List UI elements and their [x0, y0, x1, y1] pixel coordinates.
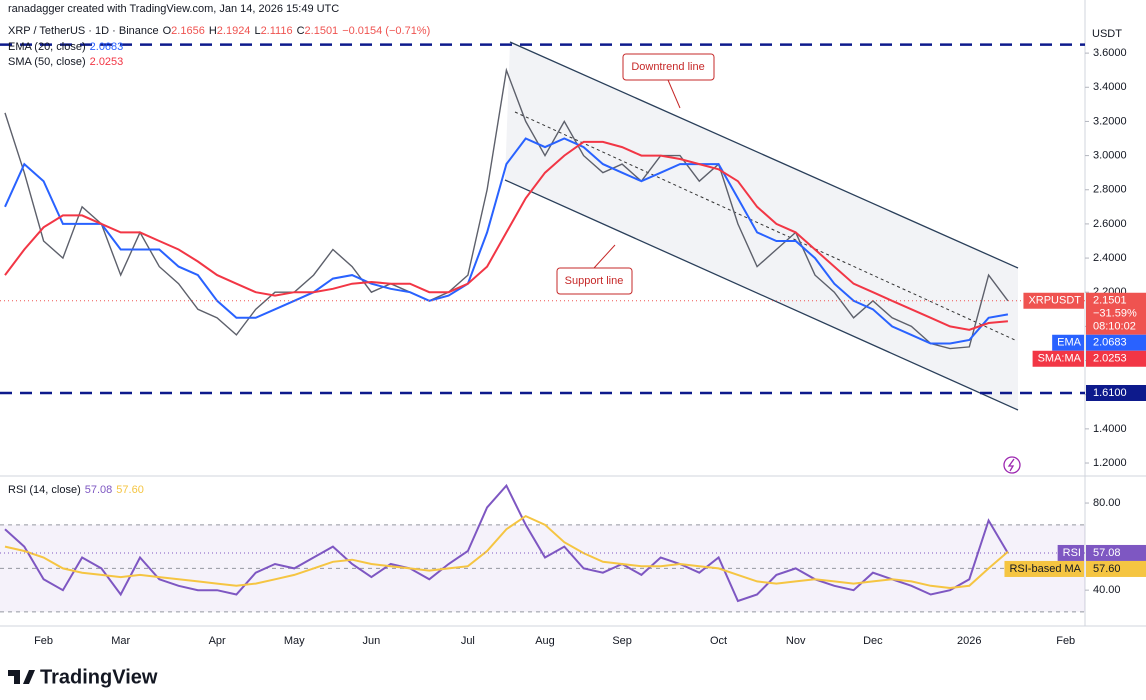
brand-name: TradingView: [40, 666, 158, 688]
y-tick-label: 3.6000: [1093, 47, 1127, 59]
price-change: −0.0154 (−0.71%): [342, 25, 431, 37]
annotation: Support line: [556, 244, 633, 295]
y-tick-label: 80.00: [1093, 497, 1121, 509]
last-value-label: 2.0253: [1093, 353, 1127, 365]
last-value-label: 2.0683: [1093, 337, 1127, 349]
annotation-pointer: [667, 79, 681, 109]
ohlc-key: O: [162, 25, 172, 37]
attribution-text: ranadagger created with TradingView.com,…: [8, 3, 340, 15]
symbol-name: XRP / TetherUS · 1D · Binance: [8, 25, 159, 37]
price-level-label: 1.6100: [1093, 387, 1127, 399]
ohlc-key: H: [208, 25, 217, 37]
x-tick-label: Dec: [863, 635, 883, 647]
x-tick-label: Mar: [111, 635, 130, 647]
downtrend-line: [509, 41, 1019, 269]
indicator-legend: EMA (20, close) 2.0683: [8, 41, 127, 53]
series-line: [4, 514, 1009, 590]
x-tick-label: Nov: [786, 635, 806, 647]
y-tick-label: 3.2000: [1093, 115, 1127, 127]
annotation-text: Downtrend line: [631, 61, 704, 73]
series-line: [4, 140, 1008, 331]
indicator-legend: SMA (50, close) 2.0253: [8, 56, 127, 68]
series-tag: [1004, 560, 1084, 577]
last-value-label: 57.60: [1093, 563, 1121, 575]
ohlc-value: 2.1924: [216, 25, 251, 37]
x-tick-label: Feb: [1056, 635, 1075, 647]
annotation-pointer: [593, 244, 616, 269]
last-value-box: [1086, 560, 1146, 577]
y-tick-label: 40.00: [1093, 584, 1121, 596]
ohlc-value: 2.1501: [304, 25, 339, 37]
y-tick-label: 1.4000: [1093, 423, 1127, 435]
x-tick-label: Jul: [461, 635, 475, 647]
ohlc-key: L: [254, 25, 261, 37]
attribution: ranadagger created with TradingView.com,…: [8, 3, 343, 15]
series-tag-text: RSI-based MA: [1009, 563, 1081, 575]
rsi-legend: RSI (14, close) 57.08 57.60: [8, 484, 148, 496]
series-tag: [1023, 292, 1084, 309]
last-value-change: −31.59%: [1093, 308, 1137, 320]
series-tag-text: RSI: [1063, 547, 1081, 559]
ohlc-value: 2.1116: [260, 25, 293, 37]
last-value-countdown: 08:10:02: [1093, 321, 1136, 333]
y-tick-label: 3.0000: [1093, 149, 1127, 161]
series-tag-text: XRPUSDT: [1028, 295, 1081, 307]
last-value-box: [1086, 544, 1146, 561]
alert-icon[interactable]: [1003, 456, 1021, 474]
series-tag: [1032, 350, 1084, 367]
x-tick-label: Sep: [612, 635, 632, 647]
y-tick-label: 2.8000: [1093, 184, 1127, 196]
indicator-value: 2.0253: [89, 56, 124, 68]
x-tick-label: Jun: [363, 635, 381, 647]
series-line: [4, 137, 1009, 345]
ohlc-key: C: [296, 25, 305, 37]
annotation: Downtrend line: [622, 53, 715, 109]
channel-fill: [505, 42, 1018, 410]
rsi-value: 57.08: [84, 484, 113, 496]
y-tick-label: 2.6000: [1093, 218, 1127, 230]
brand-logo: [8, 670, 35, 684]
last-value-box: [1086, 350, 1146, 367]
annotation-text: Support line: [565, 275, 624, 287]
rsi-title: RSI (14, close): [8, 484, 81, 496]
indicator-name: EMA (20, close): [8, 41, 86, 53]
series-tag-text: SMA:MA: [1038, 353, 1082, 365]
price-level-box: [1086, 384, 1146, 401]
last-value-label: 57.08: [1093, 547, 1121, 559]
rsi-value: 57.60: [116, 484, 144, 496]
alert-icon-bolt: [1007, 458, 1015, 472]
x-tick-label: Aug: [535, 635, 555, 647]
series-line: [4, 483, 1009, 603]
indicator-name: SMA (50, close): [8, 56, 86, 68]
x-tick-label: May: [284, 635, 305, 647]
currency-label: USDT: [1092, 28, 1122, 40]
series-tag: [1057, 544, 1084, 561]
last-value-box: [1086, 292, 1146, 335]
x-tick-label: Feb: [34, 635, 53, 647]
symbol-legend: XRP / TetherUS · 1D · Binance O2.1656 H2.1…: [8, 25, 434, 37]
ohlc-value: 2.1656: [171, 25, 205, 37]
series-tag: [1052, 334, 1084, 351]
x-tick-label: Oct: [710, 635, 727, 647]
support-trendline: [504, 179, 1019, 411]
y-tick-label: 3.4000: [1093, 81, 1127, 93]
x-tick-label: 2026: [957, 635, 981, 647]
indicator-value: 2.0683: [89, 41, 124, 53]
y-tick-label: 2.4000: [1093, 252, 1127, 264]
series-tag-text: EMA: [1057, 337, 1082, 349]
last-value-label: 2.1501: [1093, 295, 1127, 307]
y-tick-label: 1.2000: [1093, 457, 1127, 469]
x-tick-label: Apr: [209, 635, 226, 647]
mid-line: [514, 111, 1016, 341]
last-value-box: [1086, 334, 1146, 351]
